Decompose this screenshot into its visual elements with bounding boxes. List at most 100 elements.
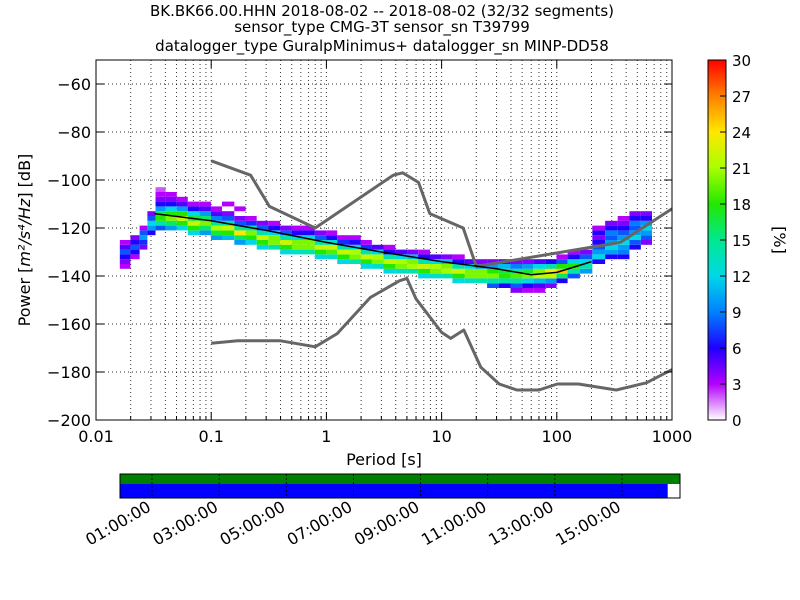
psd-cell bbox=[545, 259, 557, 264]
psd-cell bbox=[617, 235, 630, 240]
psd-cell bbox=[210, 216, 223, 221]
plot-frame bbox=[95, 59, 673, 421]
psd-cell bbox=[337, 259, 350, 264]
psd-cell bbox=[533, 283, 546, 288]
x-axis-ticks: 0.01 0.1 1 10 100 1000 bbox=[78, 60, 692, 446]
psd-cell bbox=[476, 268, 488, 274]
x-tick-label: 1000 bbox=[652, 427, 693, 446]
psd-cell bbox=[119, 264, 131, 269]
x-tick-label: 1 bbox=[321, 427, 331, 446]
psd-cell bbox=[464, 259, 477, 264]
psd-cell bbox=[314, 230, 327, 236]
psd-cell bbox=[337, 254, 350, 260]
psd-cell bbox=[256, 244, 269, 250]
y-tick-label: −120 bbox=[47, 219, 91, 238]
psd-cell bbox=[268, 225, 281, 231]
psd-cell bbox=[605, 225, 618, 231]
psd-cell bbox=[556, 259, 568, 264]
psd-cell bbox=[256, 230, 269, 236]
psd-cell bbox=[268, 244, 281, 250]
psd-cell bbox=[147, 211, 156, 216]
psd-cell bbox=[210, 211, 223, 216]
psd-cell bbox=[155, 187, 166, 192]
psd-cell bbox=[487, 259, 499, 264]
psd-cell bbox=[579, 268, 593, 274]
y-axis-ticks: −200 −180 −160 −140 −120 −100 −80 −60 bbox=[47, 75, 672, 430]
psd-cell bbox=[147, 220, 156, 226]
psd-cell bbox=[452, 273, 465, 279]
coverage-time-label: 09:00:00 bbox=[351, 497, 423, 549]
psd-cell bbox=[640, 230, 653, 236]
psd-cell bbox=[176, 196, 188, 202]
psd-cell bbox=[139, 235, 148, 240]
psd-cell bbox=[567, 273, 580, 279]
psd-cell bbox=[430, 254, 442, 260]
coverage-time-label: 05:00:00 bbox=[217, 497, 289, 549]
noise-models bbox=[154, 159, 673, 392]
psd-cell bbox=[545, 273, 557, 279]
psd-cell bbox=[579, 249, 593, 255]
y-tick-label: −140 bbox=[47, 267, 91, 286]
psd-cell bbox=[522, 264, 534, 269]
psd-cell bbox=[629, 220, 641, 226]
psd-cell bbox=[617, 254, 630, 260]
psd-cell bbox=[360, 240, 372, 245]
psd-cell bbox=[349, 254, 361, 260]
psd-cell bbox=[605, 249, 618, 255]
psd-cell bbox=[245, 240, 257, 245]
psd-cell bbox=[147, 230, 156, 236]
y-axis-label-prefix: Power [ bbox=[15, 267, 34, 327]
psd-cell bbox=[268, 230, 281, 236]
psd-cell bbox=[407, 249, 419, 255]
psd-cell bbox=[165, 196, 177, 202]
psd-cell bbox=[360, 264, 372, 269]
psd-cell bbox=[256, 225, 269, 231]
coverage-frame bbox=[119, 473, 681, 499]
psd-cell bbox=[407, 264, 419, 269]
psd-cell bbox=[464, 264, 477, 269]
psd-cell bbox=[234, 240, 246, 245]
psd-cell bbox=[545, 268, 557, 274]
psd-cell bbox=[176, 220, 188, 226]
psd-cell bbox=[360, 244, 372, 250]
psd-cell bbox=[302, 249, 315, 255]
psd-cell bbox=[498, 264, 511, 269]
psd-cell bbox=[155, 211, 166, 216]
coverage-time-label: 15:00:00 bbox=[552, 497, 624, 549]
psd-cell bbox=[640, 240, 653, 245]
psd-cell bbox=[119, 254, 131, 260]
psd-cell bbox=[280, 244, 292, 250]
chart-title: BK.BK66.00.HHN 2018-08-02 -- 2018-08-02 … bbox=[150, 2, 614, 56]
psd-cell bbox=[199, 225, 211, 231]
psd-cell bbox=[441, 254, 453, 260]
grid bbox=[95, 60, 672, 421]
psd-cell bbox=[199, 230, 211, 236]
psd-cell bbox=[176, 211, 188, 216]
psd-cell bbox=[314, 254, 327, 260]
y-tick-label: −200 bbox=[47, 411, 91, 430]
psd-cell bbox=[165, 201, 177, 207]
psd-cell bbox=[130, 235, 140, 240]
psd-cell bbox=[579, 254, 593, 260]
psd-cell bbox=[130, 240, 140, 245]
psd-cell bbox=[234, 225, 246, 231]
psd-cell bbox=[349, 240, 361, 245]
psd-cell bbox=[165, 225, 177, 231]
psd-cell bbox=[545, 264, 557, 269]
psd-cell bbox=[210, 225, 223, 231]
colorbar-tick-label: 12 bbox=[732, 268, 751, 286]
psd-cell bbox=[629, 240, 641, 245]
psd-cell bbox=[256, 235, 269, 240]
psd-cell bbox=[498, 283, 511, 288]
psd-cell bbox=[119, 240, 131, 245]
psd-cell bbox=[371, 259, 384, 264]
psd-cell bbox=[349, 259, 361, 264]
psd-cell bbox=[605, 220, 618, 226]
x-tick-label: 100 bbox=[542, 427, 573, 446]
psd-cell bbox=[165, 206, 177, 212]
psd-cell bbox=[291, 244, 303, 250]
psd-cell bbox=[418, 273, 431, 279]
psd-cell bbox=[617, 244, 630, 250]
psd-cell bbox=[579, 259, 593, 264]
psd-cell bbox=[155, 225, 166, 231]
